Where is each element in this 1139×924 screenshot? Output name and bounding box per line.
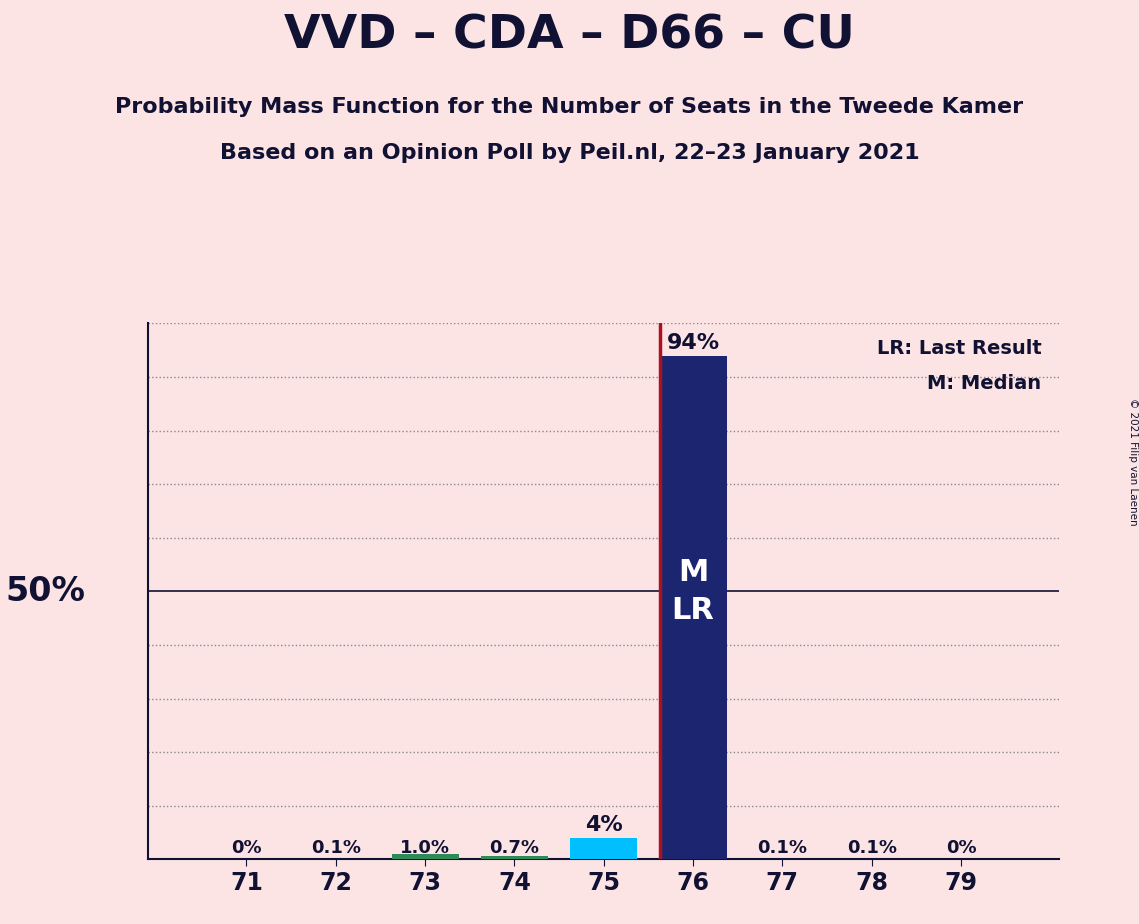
Text: 4%: 4% xyxy=(584,815,623,835)
Text: 0%: 0% xyxy=(945,839,976,857)
Text: M
LR: M LR xyxy=(672,558,714,625)
Text: 50%: 50% xyxy=(6,575,85,608)
Text: 0.1%: 0.1% xyxy=(311,839,361,857)
Text: 0.1%: 0.1% xyxy=(846,839,896,857)
Text: © 2021 Filip van Laenen: © 2021 Filip van Laenen xyxy=(1129,398,1138,526)
Text: 0.7%: 0.7% xyxy=(490,839,540,857)
Text: LR: Last Result: LR: Last Result xyxy=(877,339,1041,359)
Text: 0.1%: 0.1% xyxy=(757,839,808,857)
Text: Probability Mass Function for the Number of Seats in the Tweede Kamer: Probability Mass Function for the Number… xyxy=(115,97,1024,117)
Bar xyxy=(659,356,727,859)
Bar xyxy=(392,854,459,859)
Text: VVD – CDA – D66 – CU: VVD – CDA – D66 – CU xyxy=(284,14,855,59)
Text: 1.0%: 1.0% xyxy=(400,839,450,857)
Text: 0%: 0% xyxy=(231,839,262,857)
Text: Based on an Opinion Poll by Peil.nl, 22–23 January 2021: Based on an Opinion Poll by Peil.nl, 22–… xyxy=(220,143,919,164)
Bar xyxy=(481,856,548,859)
Text: 94%: 94% xyxy=(666,333,720,353)
Bar xyxy=(571,838,637,859)
Text: M: Median: M: Median xyxy=(927,374,1041,394)
